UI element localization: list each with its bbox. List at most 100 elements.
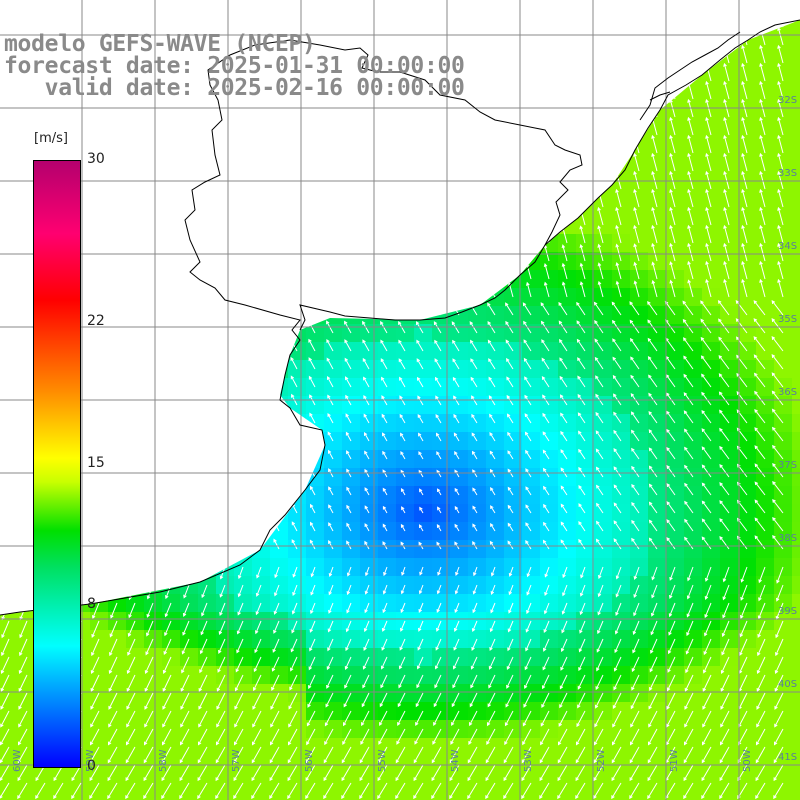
wind-cell xyxy=(378,216,396,234)
wind-arrow xyxy=(310,521,316,532)
wind-cell xyxy=(540,90,558,108)
wind-arrow xyxy=(128,444,136,460)
wind-cell xyxy=(0,180,18,198)
wind-arrow xyxy=(91,620,100,638)
wind-arrow xyxy=(255,602,262,616)
wind-arrow xyxy=(490,566,496,577)
wind-cell xyxy=(90,378,108,396)
wind-cell xyxy=(180,558,198,576)
wind-arrow xyxy=(216,226,226,244)
wind-cell xyxy=(594,144,612,162)
wind-arrow xyxy=(219,584,226,598)
wind-arrow xyxy=(468,265,478,280)
wind-arrow xyxy=(162,100,172,118)
wind-arrow xyxy=(341,118,352,136)
wind-arrow xyxy=(453,413,460,424)
wind-arrow xyxy=(198,100,208,118)
wind-cell xyxy=(468,144,486,162)
wind-arrow xyxy=(109,225,118,244)
wind-arrow xyxy=(269,764,280,782)
wind-arrow xyxy=(126,135,136,154)
wind-arrow xyxy=(310,503,316,514)
wind-arrow xyxy=(683,355,694,370)
wind-arrow xyxy=(215,782,226,800)
wind-arrow xyxy=(288,20,298,28)
wind-cell xyxy=(252,162,270,180)
wind-cell xyxy=(414,162,432,180)
wind-arrow xyxy=(630,337,640,352)
wind-arrow xyxy=(507,44,514,64)
wind-arrow xyxy=(771,354,784,370)
wind-arrow xyxy=(575,764,586,782)
wind-arrow xyxy=(454,451,460,460)
wind-arrow xyxy=(543,521,550,532)
wind-cell xyxy=(180,468,198,486)
wind-arrow xyxy=(55,99,64,118)
wind-cell xyxy=(486,270,504,288)
wind-arrow xyxy=(234,100,244,118)
wind-cell xyxy=(162,144,180,162)
wind-arrow xyxy=(631,537,640,550)
wind-cell xyxy=(180,306,198,324)
wind-arrow xyxy=(218,410,226,424)
wind-arrow xyxy=(417,395,424,406)
wind-arrow xyxy=(630,728,640,746)
wind-cell xyxy=(90,558,108,576)
wind-arrow xyxy=(183,584,190,599)
wind-cell xyxy=(288,180,306,198)
wind-arrow xyxy=(630,374,640,388)
wind-arrow xyxy=(631,501,640,514)
wind-arrow xyxy=(648,710,658,728)
wind-arrow xyxy=(254,356,262,370)
wind-arrow xyxy=(759,62,766,82)
wind-arrow xyxy=(91,20,100,28)
wind-arrow xyxy=(522,728,532,746)
wind-arrow xyxy=(200,428,208,442)
wind-cell xyxy=(396,0,414,18)
wind-arrow xyxy=(291,521,298,532)
wind-arrow xyxy=(615,243,622,262)
wind-arrow xyxy=(593,764,604,782)
wind-cell xyxy=(360,20,378,36)
wind-arrow xyxy=(433,283,442,298)
wind-arrow xyxy=(431,191,442,208)
wind-cell xyxy=(666,36,684,54)
wind-arrow xyxy=(237,566,244,580)
wind-arrow xyxy=(720,692,730,710)
wind-arrow xyxy=(109,117,118,136)
wind-arrow xyxy=(179,764,190,782)
wind-arrow xyxy=(667,638,676,655)
wind-cell xyxy=(108,108,126,126)
wind-cell xyxy=(162,252,180,270)
wind-arrow xyxy=(164,620,172,637)
wind-arrow xyxy=(485,64,496,82)
wind-cell xyxy=(396,126,414,144)
wind-cell xyxy=(108,450,126,468)
wind-arrow xyxy=(0,764,10,782)
wind-arrow xyxy=(126,243,136,262)
wind-cell xyxy=(450,252,468,270)
wind-arrow xyxy=(633,206,640,226)
wind-arrow xyxy=(325,0,334,9)
wind-arrow xyxy=(144,99,154,118)
wind-cell xyxy=(288,216,306,234)
wind-arrow xyxy=(543,620,550,634)
wind-arrow xyxy=(431,154,442,172)
wind-arrow xyxy=(454,584,460,595)
wind-cell xyxy=(360,36,378,54)
wind-arrow xyxy=(756,674,766,692)
wind-cell xyxy=(144,108,162,126)
wind-cell xyxy=(198,450,216,468)
wind-cell xyxy=(234,198,252,216)
wind-arrow xyxy=(198,692,208,710)
wind-arrow xyxy=(110,566,118,583)
wind-cell xyxy=(90,396,108,414)
wind-arrow xyxy=(700,355,712,370)
wind-arrow xyxy=(233,764,244,782)
wind-arrow xyxy=(382,505,388,514)
wind-arrow xyxy=(306,728,316,746)
wind-cell xyxy=(684,20,702,36)
header-model: modelo GEFS-WAVE (NCEP) xyxy=(4,31,316,57)
wind-cell xyxy=(612,20,630,36)
lat-label: 38S xyxy=(778,533,797,544)
